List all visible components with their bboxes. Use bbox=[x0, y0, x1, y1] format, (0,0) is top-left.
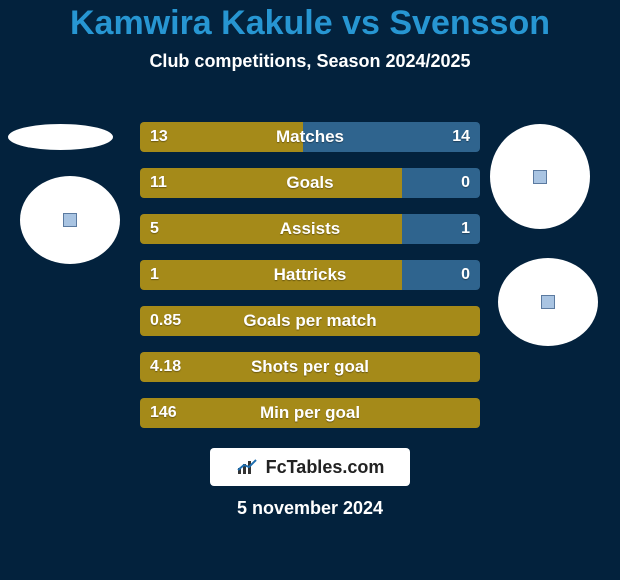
stats-panel: 1314Matches 110Goals 51Assists 10Hattricks 0… bbox=[140, 122, 480, 444]
stat-label: Matches bbox=[140, 122, 480, 152]
stat-row: 1314Matches bbox=[140, 122, 480, 152]
stat-row: 110Goals bbox=[140, 168, 480, 198]
stat-row: 10Hattricks bbox=[140, 260, 480, 290]
page-subtitle: Club competitions, Season 2024/2025 bbox=[0, 51, 620, 72]
branding-badge: FcTables.com bbox=[210, 448, 410, 486]
player-right-photo-1 bbox=[490, 124, 590, 229]
stat-label: Min per goal bbox=[140, 398, 480, 428]
stat-label: Shots per goal bbox=[140, 352, 480, 382]
branding-text: FcTables.com bbox=[266, 457, 385, 478]
stat-label: Hattricks bbox=[140, 260, 480, 290]
stat-label: Assists bbox=[140, 214, 480, 244]
page-title: Kamwira Kakule vs Svensson bbox=[0, 0, 620, 43]
player-left-placeholder bbox=[20, 176, 120, 264]
stat-row: 0.85Goals per match bbox=[140, 306, 480, 336]
date-text: 5 november 2024 bbox=[0, 498, 620, 519]
stat-row: 146Min per goal bbox=[140, 398, 480, 428]
chart-icon bbox=[236, 458, 260, 476]
image-placeholder-icon bbox=[63, 213, 77, 227]
image-placeholder-icon bbox=[541, 295, 555, 309]
player-right-photo-2 bbox=[498, 258, 598, 346]
player-left-photo bbox=[8, 124, 113, 150]
image-placeholder-icon bbox=[533, 170, 547, 184]
stat-label: Goals per match bbox=[140, 306, 480, 336]
stat-row: 51Assists bbox=[140, 214, 480, 244]
stat-row: 4.18Shots per goal bbox=[140, 352, 480, 382]
stat-label: Goals bbox=[140, 168, 480, 198]
